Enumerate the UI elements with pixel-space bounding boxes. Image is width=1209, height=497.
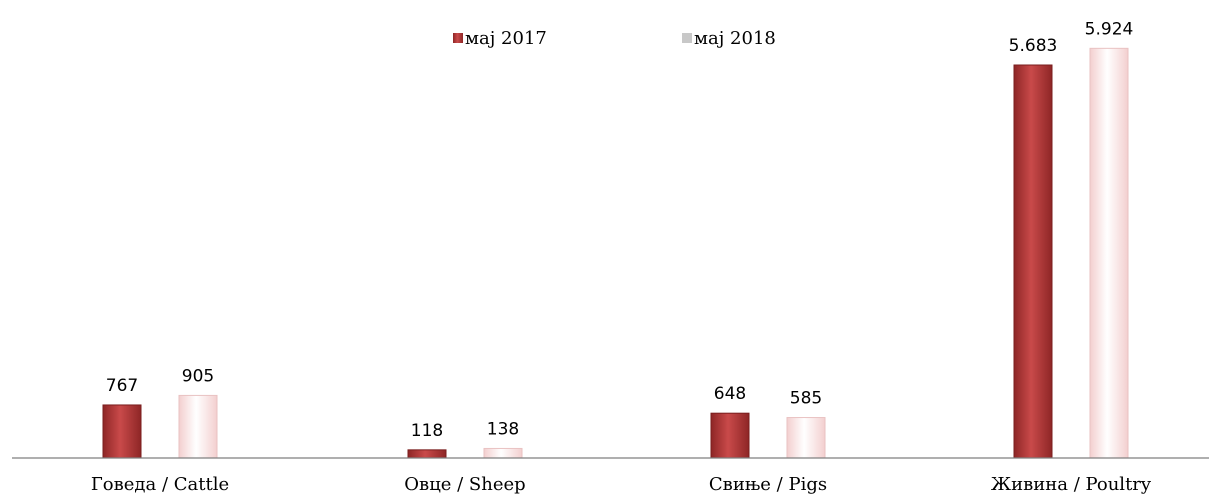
legend-swatch-2018 (682, 33, 692, 43)
bar-2017-3 (1013, 64, 1053, 459)
legend-swatch-2017 (453, 33, 463, 43)
value-label-2018-0: 905 (182, 366, 214, 386)
category-label-0: Говеда / Cattle (91, 474, 229, 495)
category-labels-group: Говеда / Cattle Овце / Sheep Свиње / Pigs Ж… (91, 474, 1152, 495)
legend: мај 2017 мај 2018 (453, 28, 776, 49)
value-label-2018-1: 138 (487, 419, 519, 439)
bar-2017-0 (102, 404, 142, 459)
value-label-2017-0: 767 (106, 376, 138, 396)
category-label-3: Живина / Poultry (991, 474, 1152, 495)
bar-2018-1 (483, 447, 523, 459)
bar-2017-2 (710, 412, 750, 459)
value-label-2017-1: 118 (411, 421, 443, 441)
category-label-1: Овце / Sheep (404, 474, 525, 495)
bar-2018-2 (786, 417, 826, 459)
value-label-2018-2: 585 (790, 389, 822, 409)
value-label-2018-3: 5.924 (1085, 19, 1134, 39)
value-labels-group: 767 118 648 5.683 905 138 585 5.924 (106, 19, 1134, 441)
legend-label-2018: мај 2018 (694, 28, 776, 49)
bars-group (102, 47, 1129, 459)
value-label-2017-3: 5.683 (1009, 36, 1058, 56)
bar-2017-1 (407, 449, 447, 459)
bar-2018-0 (178, 394, 218, 459)
legend-label-2017: мај 2017 (465, 28, 547, 49)
value-label-2017-2: 648 (714, 384, 746, 404)
category-label-2: Свиње / Pigs (709, 474, 827, 495)
bar-2018-3 (1089, 47, 1129, 459)
